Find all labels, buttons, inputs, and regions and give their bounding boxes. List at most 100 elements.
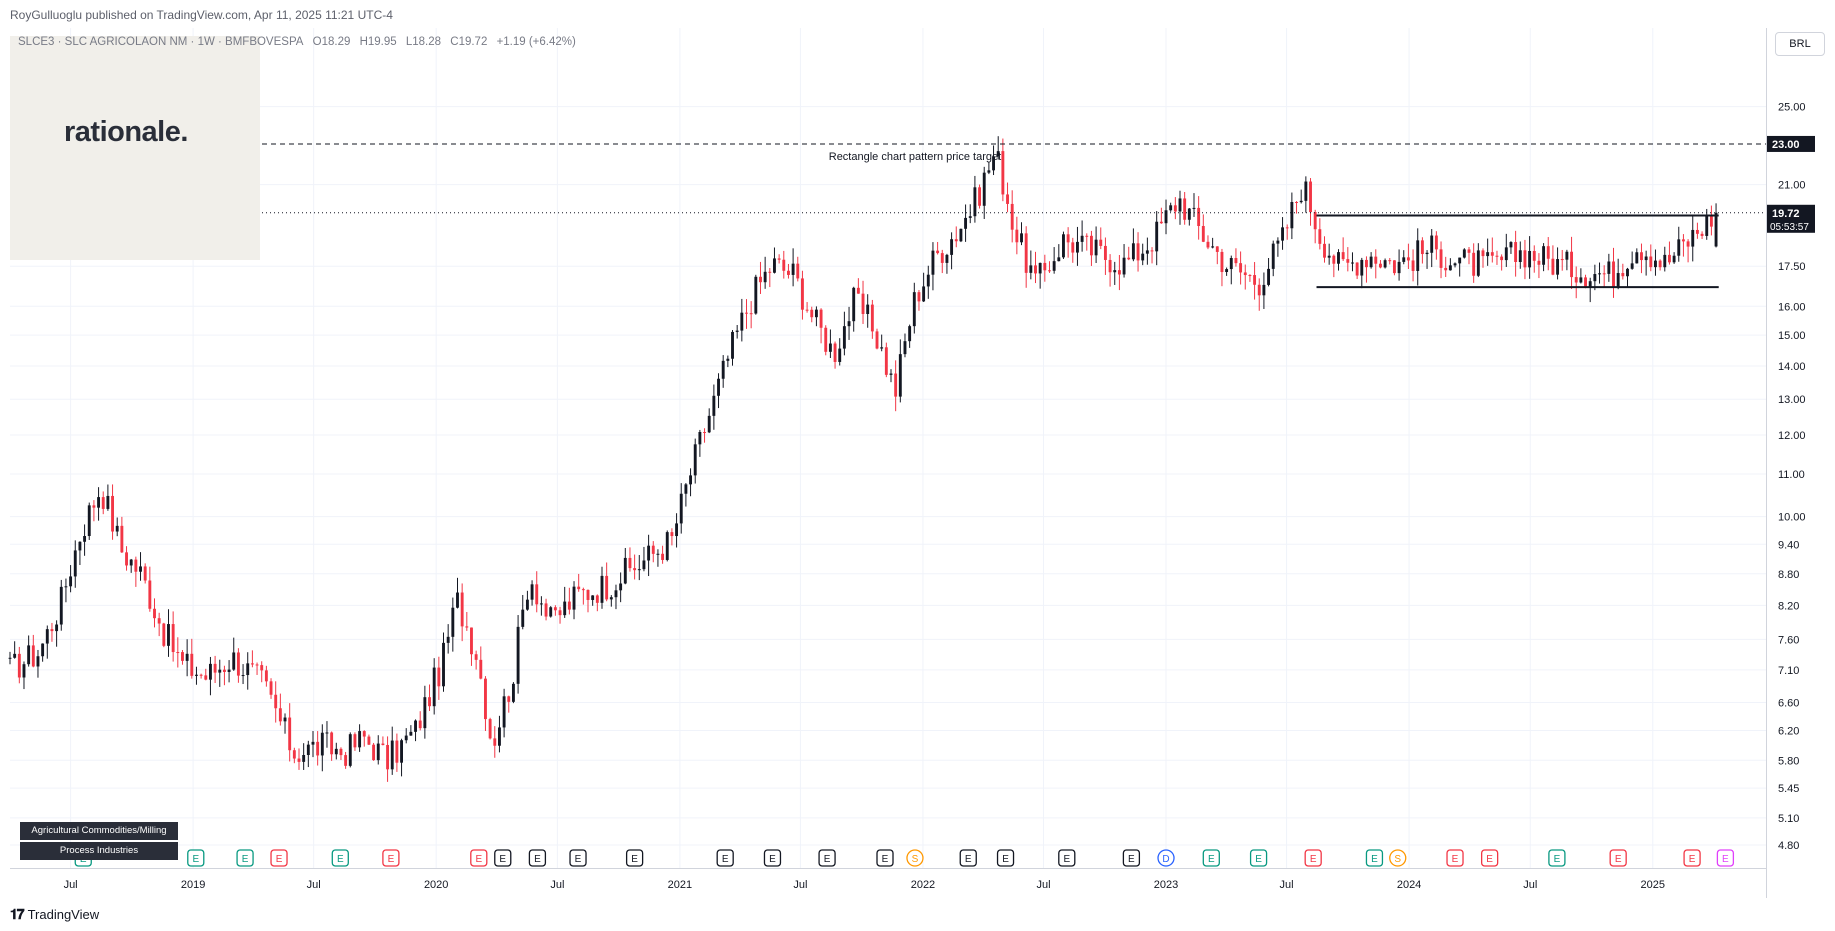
candle-body — [1598, 273, 1601, 275]
candle-body — [1705, 214, 1709, 236]
candle-body — [1560, 259, 1564, 261]
candle-body — [763, 271, 767, 283]
candle-body — [717, 378, 720, 396]
event-letter: E — [575, 854, 582, 865]
event-letter: E — [1255, 854, 1262, 865]
candle-body — [800, 278, 804, 310]
earnings-event-icon[interactable]: E — [1480, 849, 1499, 867]
event-marker — [1157, 849, 1175, 867]
earnings-event-icon[interactable]: E — [716, 849, 734, 867]
earnings-event-icon[interactable]: E — [331, 849, 349, 867]
candle-body — [432, 667, 436, 707]
candle-body — [404, 735, 408, 741]
earnings-event-icon[interactable]: E — [1304, 849, 1322, 867]
candle-body — [1351, 262, 1354, 264]
candle-body — [386, 744, 390, 770]
earnings-event-icon[interactable]: E — [528, 849, 547, 867]
candle-body — [497, 727, 501, 746]
earnings-event-icon[interactable]: E — [763, 849, 782, 867]
candle-body — [1607, 261, 1611, 274]
candle-body — [446, 636, 450, 643]
event-marker — [1609, 849, 1627, 867]
candle-body — [1411, 260, 1415, 271]
candle-body — [418, 720, 422, 729]
earnings-event-icon[interactable]: E — [959, 849, 977, 867]
y-tick-label: 7.10 — [1778, 665, 1799, 677]
candle-body — [27, 645, 31, 665]
event-letter: E — [722, 854, 729, 865]
symbol-name[interactable]: SLCE3 · SLC AGRICOLAON NM · 1W · BMFBOVE… — [18, 36, 304, 48]
candle-body — [549, 607, 553, 617]
candle-body — [1183, 198, 1187, 220]
candle-body — [773, 258, 776, 273]
candle-body — [1327, 255, 1331, 258]
event-marker — [187, 849, 205, 867]
earnings-event-icon[interactable]: E — [818, 849, 836, 867]
split-event-icon[interactable]: S — [1389, 849, 1407, 867]
event-marker — [1202, 849, 1220, 867]
candle-body — [926, 274, 930, 287]
candle-body — [208, 663, 212, 680]
earnings-event-icon[interactable]: E — [1716, 849, 1735, 867]
candle-body — [190, 653, 194, 676]
candle-body — [288, 717, 292, 751]
earnings-event-icon[interactable]: E — [1058, 849, 1076, 867]
candle-body — [1085, 235, 1089, 237]
candle-body — [1640, 252, 1643, 261]
sector-tag[interactable]: Process Industries — [20, 842, 178, 860]
candle-body — [479, 659, 483, 679]
earnings-event-icon[interactable]: E — [1446, 849, 1464, 867]
earnings-event-icon[interactable]: E — [996, 849, 1015, 867]
candle-body — [428, 697, 431, 707]
earnings-event-icon[interactable]: E — [1202, 849, 1220, 867]
earnings-event-icon[interactable]: E — [494, 849, 512, 867]
candle-body — [176, 652, 180, 654]
earnings-event-icon[interactable]: E — [382, 849, 400, 867]
candle-body — [1136, 243, 1140, 261]
high-value: H19.95 — [359, 36, 397, 48]
candle-body — [931, 250, 935, 275]
candle-body — [1113, 270, 1117, 273]
candle-body — [204, 675, 208, 680]
split-event-icon[interactable]: S — [906, 849, 924, 867]
earnings-event-icon[interactable]: E — [625, 849, 644, 867]
event-marker — [1122, 849, 1141, 867]
candle-body — [1644, 256, 1648, 261]
event-letter: E — [1208, 854, 1215, 865]
earnings-event-icon[interactable]: E — [1249, 849, 1268, 867]
candle-body — [1686, 241, 1690, 247]
candle-body — [894, 373, 898, 397]
candle-body — [283, 717, 287, 722]
candle-body — [1425, 252, 1429, 255]
candle-body — [106, 495, 110, 509]
earnings-event-icon[interactable]: E — [569, 849, 587, 867]
earnings-event-icon[interactable]: E — [1122, 849, 1141, 867]
candle-body — [1612, 261, 1615, 288]
event-letter: E — [192, 854, 199, 865]
earnings-event-icon[interactable]: E — [1683, 849, 1701, 867]
earnings-event-icon[interactable]: E — [236, 849, 254, 867]
candle-body — [181, 652, 184, 661]
y-tick-label: 5.10 — [1778, 813, 1799, 825]
event-letter: E — [1554, 854, 1561, 865]
earnings-event-icon[interactable]: E — [187, 849, 205, 867]
dividend-event-icon[interactable]: D — [1157, 849, 1175, 867]
earnings-event-icon[interactable]: E — [1548, 849, 1566, 867]
industry-tag[interactable]: Agricultural Commodities/Milling — [20, 822, 178, 840]
earnings-event-icon[interactable]: E — [470, 849, 488, 867]
event-letter: E — [475, 854, 482, 865]
earnings-event-icon[interactable]: E — [876, 849, 894, 867]
candle-body — [1155, 221, 1159, 252]
candle-body — [1243, 272, 1247, 276]
earnings-event-icon[interactable]: E — [1365, 849, 1384, 867]
candle-body — [647, 545, 651, 561]
earnings-event-icon[interactable]: E — [1609, 849, 1627, 867]
footer-brand[interactable]: 𝟏𝟕 TradingView — [10, 906, 99, 923]
earnings-event-icon[interactable]: E — [270, 849, 288, 867]
y-tick-label: 6.20 — [1778, 725, 1799, 737]
candle-body — [222, 669, 226, 672]
currency-button[interactable]: BRL — [1775, 32, 1825, 56]
candle-body — [563, 601, 567, 616]
candle-body — [22, 664, 26, 678]
